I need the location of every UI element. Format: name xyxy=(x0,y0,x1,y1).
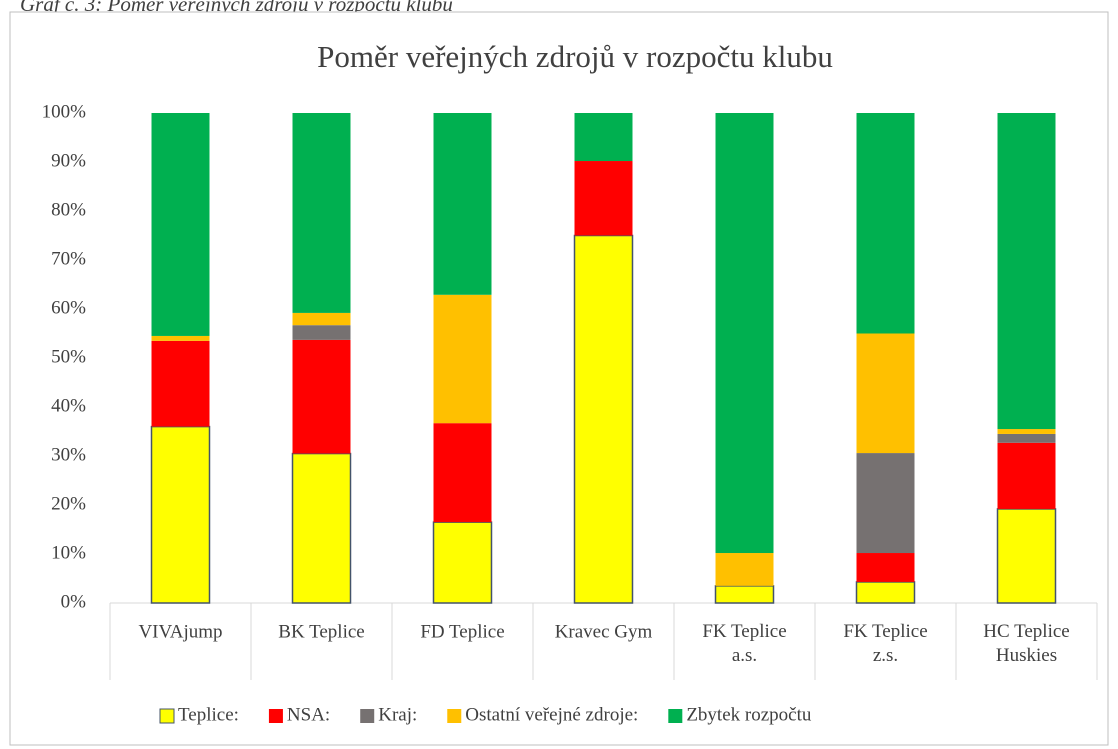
bar-segment xyxy=(433,423,492,523)
bar-segment xyxy=(997,433,1056,443)
x-tick-label: FK Teplice z.s. xyxy=(843,621,927,666)
legend-swatch xyxy=(159,708,175,724)
bar-segment xyxy=(151,340,210,427)
bar-segment xyxy=(856,553,915,582)
y-tick-label: 60% xyxy=(51,297,86,318)
bar-segment xyxy=(433,294,492,424)
bar-segment xyxy=(856,333,915,454)
legend-label: NSA: xyxy=(287,704,330,725)
legend-swatch xyxy=(447,709,462,723)
y-tick-label: 90% xyxy=(51,150,86,171)
y-tick-label: 100% xyxy=(42,101,87,122)
bar-segment xyxy=(292,339,351,454)
bar-segment xyxy=(715,553,774,586)
legend-label: Kraj: xyxy=(378,704,417,725)
y-tick-label: 10% xyxy=(51,542,86,563)
y-tick-label: 40% xyxy=(51,395,86,416)
bar-segment xyxy=(996,508,1057,604)
bar-segment xyxy=(432,521,493,604)
bar-segment xyxy=(715,113,774,554)
bar-segment xyxy=(292,325,351,340)
bar-segment xyxy=(574,161,633,236)
bar-segment xyxy=(855,581,916,604)
x-tick-label: VIVAjump xyxy=(138,621,222,642)
y-tick-label: 20% xyxy=(51,493,86,514)
bar-segment xyxy=(856,113,915,334)
bar-segment xyxy=(433,113,492,295)
bar-segment xyxy=(151,335,210,341)
legend-swatch xyxy=(268,709,283,723)
bar-segment xyxy=(573,234,634,604)
y-tick-label: 50% xyxy=(51,346,86,367)
bar-segment xyxy=(997,442,1056,509)
legend-swatch xyxy=(360,709,375,723)
x-tick-label: HC Teplice Huskies xyxy=(983,621,1069,666)
y-tick-label: 30% xyxy=(51,444,86,465)
legend-label: Teplice: xyxy=(178,704,239,725)
x-tick-label: Kravec Gym xyxy=(555,621,653,642)
bar-segment xyxy=(997,113,1056,430)
chart-title: Poměr veřejných zdrojů v rozpočtu klubu xyxy=(317,39,833,74)
legend-swatch xyxy=(668,709,683,723)
bar-segment xyxy=(856,453,915,554)
legend-label: Zbytek rozpočtu xyxy=(686,704,812,725)
bar-segment xyxy=(574,113,633,162)
bar-segment xyxy=(151,113,210,336)
y-tick-label: 0% xyxy=(61,591,87,612)
bar-segment xyxy=(997,429,1056,434)
x-tick-label: FK Teplice a.s. xyxy=(702,621,786,666)
bar-segment xyxy=(714,585,775,604)
legend-label: Ostatní veřejné zdroje: xyxy=(465,704,638,725)
bar-segment xyxy=(292,113,351,313)
x-tick-label: FD Teplice xyxy=(420,621,504,642)
bar-segment xyxy=(291,452,352,604)
bar-segment xyxy=(292,312,351,326)
x-tick-label: BK Teplice xyxy=(278,621,364,642)
y-tick-label: 70% xyxy=(51,248,86,269)
y-tick-label: 80% xyxy=(51,199,86,220)
bar-segment xyxy=(150,425,211,604)
